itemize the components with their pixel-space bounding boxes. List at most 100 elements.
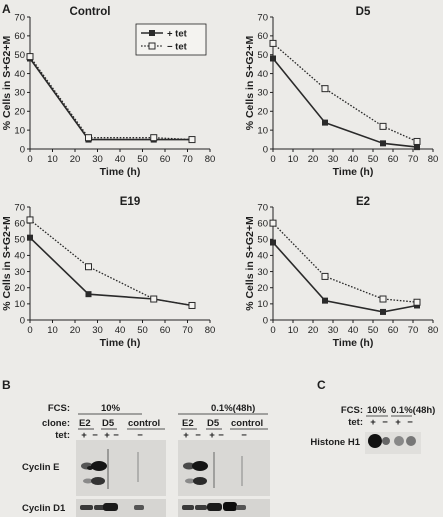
chart-1-ytick-label-4: 40 (257, 69, 268, 80)
chart-e19: E19 0 10 20 30 40 50 60 70 0 10 20 30 40 50 60 70 80 Time … (1, 196, 215, 349)
chart-0-xtick-label-0: 0 (27, 154, 32, 165)
chart-1-xtick-label-2: 20 (308, 154, 319, 165)
blot-b-clone-e2-b: E2 (182, 418, 194, 429)
chart-0-xtick-label-2: 20 (70, 154, 81, 165)
chart-2-xtick-label-5: 50 (137, 325, 148, 336)
chart-3-point-minus-tet-0 (269, 219, 277, 227)
panel-label-b: B (2, 378, 11, 392)
chart-0-ytick-label-2: 20 (14, 107, 25, 118)
chart-2-xtick-label-6: 60 (160, 325, 171, 336)
band-histone-plus-10 (368, 434, 382, 448)
chart-3-ytick-label-4: 40 (257, 251, 268, 262)
chart-3-point-minus-tet-3 (413, 298, 421, 306)
chart-1-ytick-label-7: 70 (257, 12, 268, 23)
blot-c-tet-sign-3: − (407, 417, 413, 428)
blot-b-tet-sign-5: + (183, 430, 189, 441)
chart-2-point-minus-tet-0 (26, 216, 34, 224)
legend-label-minus-tet: − tet (167, 42, 188, 53)
chart-0-ytick-label-3: 30 (14, 88, 25, 99)
chart-0-series-minus-tet-line (29, 56, 193, 141)
chart-0-ytick-label-1: 10 (14, 125, 25, 136)
chart-1-point-plus-tet-0 (270, 55, 276, 62)
chart-3-point-plus-tet-2 (380, 308, 386, 315)
chart-2-xlabel: Time (h) (100, 337, 141, 349)
chart-2-ytick-label-0: 0 (20, 315, 25, 326)
chart-2-point-plus-tet-1 (85, 291, 92, 298)
chart-2-xtick-label-7: 70 (182, 325, 193, 336)
chart-3-series-plus-tet-line (272, 241, 418, 313)
band-cyclin-d1-e2-minus-01 (195, 505, 207, 510)
chart-3-point-minus-tet-2 (379, 295, 387, 303)
chart-2-point-minus-tet-1 (85, 263, 92, 271)
blot-b-tet-sign-8: − (218, 430, 224, 441)
chart-1-ytick-label-6: 60 (257, 31, 268, 42)
chart-2-point-minus-tet-2 (150, 295, 158, 303)
chart-1-xtick-label-8: 80 (428, 154, 439, 165)
blot-b-clone-e2-a: E2 (79, 418, 91, 429)
chart-3-xtick-label-8: 80 (428, 325, 439, 336)
blot-c-tet-label: tet: (348, 417, 363, 428)
blot-b-membrane-cyclin-d1-a (76, 499, 166, 517)
chart-2-series-minus-tet-line (29, 219, 193, 307)
chart-1-ytick-label-0: 0 (263, 144, 268, 155)
band-streak-control-a (137, 452, 139, 482)
blot-c-fcs-label: FCS: (341, 405, 363, 416)
band-histone-plus-01 (394, 436, 404, 446)
band-cyclin-d1-d5-10 (103, 503, 118, 511)
chart-0-series-plus-tet-line (29, 58, 192, 141)
chart-3-ytick-label-7: 70 (257, 202, 268, 213)
band-cyclin-d1-d5-01 (207, 503, 222, 511)
chart-0-point-minus-tet-0 (26, 53, 34, 61)
blot-b-clone-control-b: control (231, 418, 263, 429)
blot-b-tet-sign-6: − (195, 430, 201, 441)
chart-1-ytick-label-3: 30 (257, 88, 268, 99)
chart-1-ylabel: % Cells in S+G2+M (244, 35, 256, 130)
chart-0-xtick-label-8: 80 (205, 154, 216, 165)
blot-b-condition-10: 10% (101, 403, 121, 414)
legend-marker-minus-tet (148, 42, 156, 50)
blot-c-tet-signs: + − + − (370, 417, 413, 428)
chart-2-ytick-label-7: 70 (14, 202, 25, 213)
chart-1-xtick-label-5: 50 (368, 154, 379, 165)
legend-box (135, 23, 207, 56)
chart-1-point-minus-tet-2 (379, 122, 387, 130)
blot-b-clone-control-a: control (128, 418, 160, 429)
band-histone-minus-01 (406, 436, 416, 446)
chart-0-ytick-label-7: 70 (14, 12, 25, 23)
chart-0-ytick-label-5: 50 (14, 50, 25, 61)
chart-1-xtick-label-3: 30 (328, 154, 339, 165)
chart-0-xtick-label-6: 60 (160, 154, 171, 165)
panel-label-a: A (2, 2, 11, 16)
chart-3-xlabel: Time (h) (333, 337, 374, 349)
chart-1-xlabel: Time (h) (333, 166, 374, 178)
chart-1-point-plus-tet-3 (414, 144, 420, 151)
chart-1-point-minus-tet-0 (269, 39, 277, 47)
chart-0-title: Control (70, 6, 111, 18)
chart-2-ytick-label-4: 40 (14, 251, 25, 262)
chart-2-xtick-label-2: 20 (70, 325, 81, 336)
chart-2-ytick-label-1: 10 (14, 299, 25, 310)
chart-control: Control 0 10 20 30 40 50 60 70 0 10 20 30 40 50 60 70 80 T… (1, 6, 215, 178)
chart-0-point-minus-tet-1 (85, 134, 92, 142)
band-cyclin-e-e2-minus-10-lower (91, 477, 105, 485)
chart-3-xtick-label-3: 30 (328, 325, 339, 336)
chart-3-xtick-label-4: 40 (348, 325, 359, 336)
legend: + tet − tet (135, 23, 207, 56)
blot-b-row-cyclin-d1: Cyclin D1 (22, 503, 66, 514)
chart-3-ylabel: % Cells in S+G2+M (244, 216, 256, 311)
chart-3-ytick-label-2: 20 (257, 283, 268, 294)
chart-1-ytick-label-1: 10 (257, 125, 268, 136)
band-streak-d5-b (213, 452, 215, 488)
chart-2-point-plus-tet-0 (27, 234, 33, 241)
chart-0-xtick-label-5: 50 (137, 154, 148, 165)
chart-3-series-minus-tet-line (272, 222, 418, 303)
blot-b-tet-label: tet: (55, 430, 70, 441)
chart-0-point-minus-tet-2 (150, 134, 158, 142)
chart-3-ytick-label-3: 30 (257, 267, 268, 278)
blot-b-tet-sign-4: − (137, 430, 143, 441)
chart-2-ytick-label-6: 60 (14, 218, 25, 229)
band-cyclin-e-e2-plus-01-lower (185, 478, 195, 484)
blot-c-tet-sign-0: + (370, 417, 376, 428)
chart-2-title: E19 (120, 196, 140, 208)
chart-1-xtick-label-7: 70 (408, 154, 419, 165)
